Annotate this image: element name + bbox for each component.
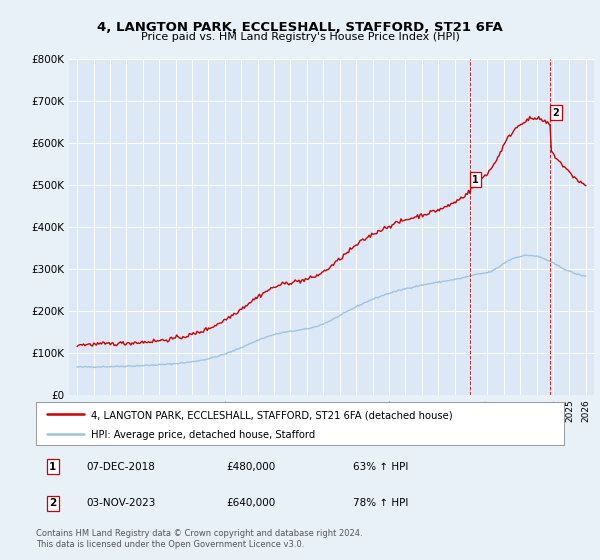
Text: 1: 1 (472, 175, 479, 185)
Text: £480,000: £480,000 (226, 462, 275, 472)
Text: 03-NOV-2023: 03-NOV-2023 (86, 498, 155, 508)
Text: 4, LANGTON PARK, ECCLESHALL, STAFFORD, ST21 6FA (detached house): 4, LANGTON PARK, ECCLESHALL, STAFFORD, S… (91, 410, 453, 420)
Text: 4, LANGTON PARK, ECCLESHALL, STAFFORD, ST21 6FA: 4, LANGTON PARK, ECCLESHALL, STAFFORD, S… (97, 21, 503, 34)
Text: 78% ↑ HPI: 78% ↑ HPI (353, 498, 408, 508)
Text: Price paid vs. HM Land Registry's House Price Index (HPI): Price paid vs. HM Land Registry's House … (140, 32, 460, 43)
Text: £640,000: £640,000 (226, 498, 275, 508)
Text: HPI: Average price, detached house, Stafford: HPI: Average price, detached house, Staf… (91, 430, 316, 440)
Text: 2: 2 (49, 498, 56, 508)
Text: 1: 1 (49, 462, 56, 472)
Text: Contains HM Land Registry data © Crown copyright and database right 2024.
This d: Contains HM Land Registry data © Crown c… (36, 529, 362, 549)
Text: 2: 2 (553, 108, 559, 118)
Text: 07-DEC-2018: 07-DEC-2018 (86, 462, 155, 472)
Text: 63% ↑ HPI: 63% ↑ HPI (353, 462, 408, 472)
